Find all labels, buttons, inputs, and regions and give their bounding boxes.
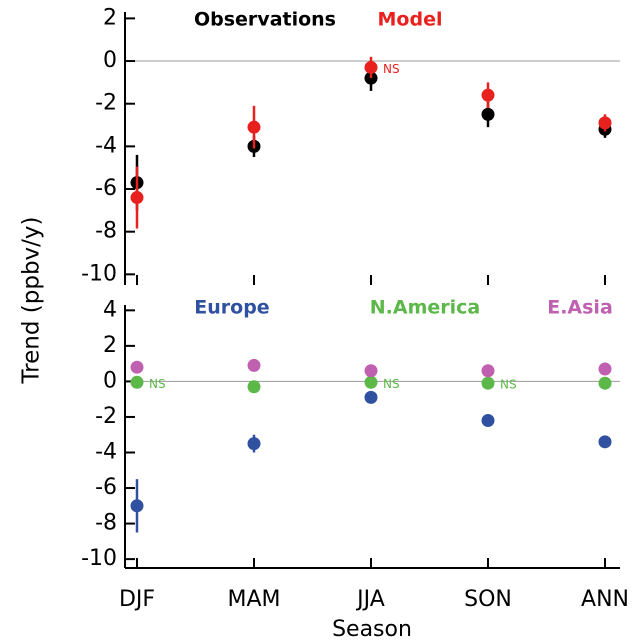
marker	[130, 191, 144, 205]
marker	[247, 380, 261, 394]
marker	[364, 364, 378, 378]
marker	[130, 499, 144, 513]
y-tick-label: -8	[95, 219, 117, 244]
y-tick-label: 2	[103, 333, 117, 358]
legend-label: Observations	[194, 9, 336, 31]
y-tick-label: -2	[95, 404, 117, 429]
legend-label: Model	[378, 9, 443, 31]
marker	[481, 88, 495, 102]
marker	[481, 376, 495, 390]
marker	[247, 358, 261, 372]
significance-label: NS	[383, 62, 400, 76]
y-tick-label: -2	[95, 91, 117, 116]
marker	[364, 375, 378, 389]
y-tick-label: -4	[95, 439, 117, 464]
y-tick-label: -4	[95, 133, 117, 158]
y-axis-label: Trend (ppbv/y)	[19, 217, 45, 385]
y-tick-label: -10	[81, 546, 117, 571]
x-tick-label: SON	[464, 587, 512, 612]
x-tick-label: ANN	[581, 587, 629, 612]
marker	[481, 414, 495, 428]
marker	[364, 60, 378, 74]
significance-label: NS	[500, 378, 517, 392]
y-tick-label: 4	[103, 297, 117, 322]
significance-label: NS	[383, 377, 400, 391]
y-tick-label: -6	[95, 176, 117, 201]
marker	[598, 116, 612, 130]
y-tick-label: 2	[103, 5, 117, 30]
marker	[130, 375, 144, 389]
marker	[481, 107, 495, 121]
significance-label: NS	[149, 377, 166, 391]
marker	[598, 376, 612, 390]
marker	[247, 120, 261, 134]
x-tick-label: MAM	[227, 587, 280, 612]
y-tick-label: 0	[103, 48, 117, 73]
x-tick-label: DJF	[119, 587, 155, 612]
marker	[598, 435, 612, 449]
y-tick-label: -6	[95, 475, 117, 500]
marker	[247, 437, 261, 451]
x-axis-label: Season	[332, 617, 412, 642]
legend-label: E.Asia	[547, 297, 613, 319]
legend-label: Europe	[194, 297, 269, 319]
x-tick-label: JJA	[355, 587, 385, 612]
marker	[364, 390, 378, 404]
y-tick-label: 0	[103, 368, 117, 393]
y-tick-label: -10	[81, 261, 117, 286]
marker	[130, 360, 144, 374]
marker	[598, 362, 612, 376]
marker	[481, 364, 495, 378]
legend-label: N.America	[370, 297, 480, 319]
y-tick-label: -8	[95, 511, 117, 536]
